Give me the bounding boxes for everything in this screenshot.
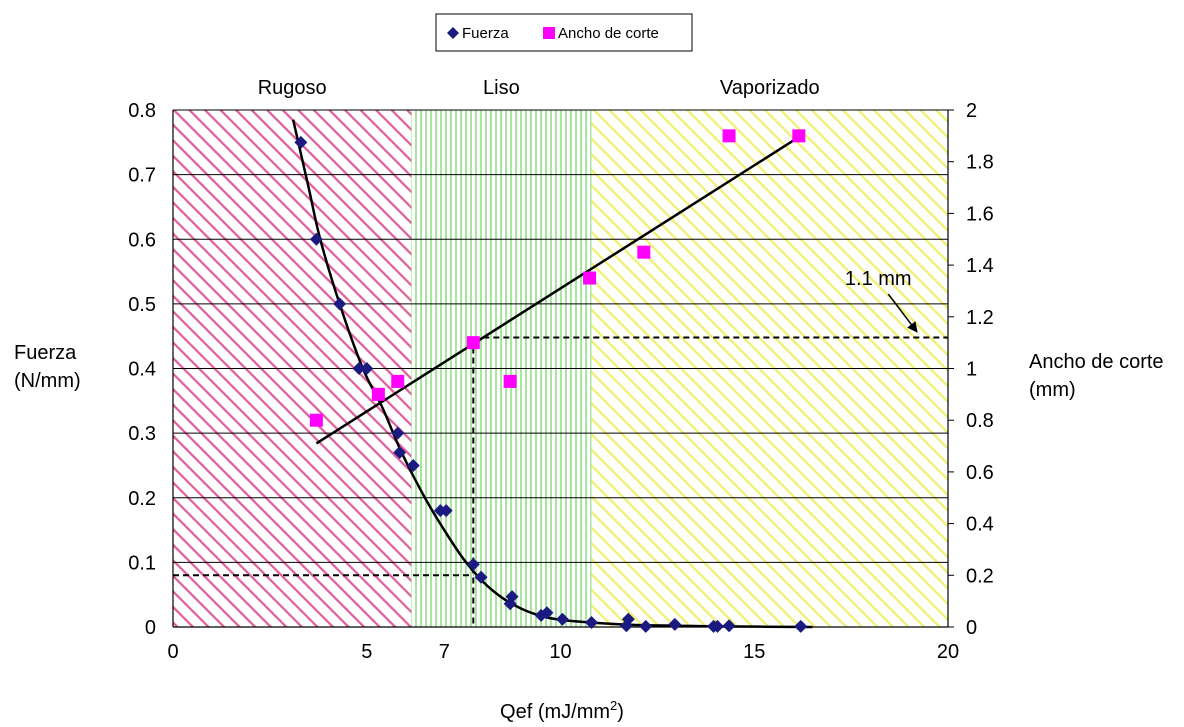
- reference-lines: [173, 336, 948, 627]
- ancho-de-corte-point: [371, 387, 385, 401]
- x-tick-label: 7: [439, 641, 450, 663]
- region-label-liso: Liso: [483, 77, 520, 99]
- y-left-tick-label: 0.7: [128, 165, 156, 187]
- y-right-tick-label: 1: [966, 359, 977, 381]
- x-tick-label: 20: [937, 641, 959, 663]
- y-left-tick-label: 0: [145, 617, 156, 639]
- fuerza-point: [309, 232, 323, 246]
- fuerza-point: [505, 590, 519, 604]
- annotation-arrow: [887, 293, 918, 333]
- legend-label-ancho-de-corte: Ancho de corte: [558, 25, 659, 42]
- legend-fuerza-icon: [447, 27, 459, 39]
- y-axis-left-label-line-1: Fuerza: [14, 342, 77, 364]
- fuerza-point: [294, 135, 308, 149]
- ancho-de-corte-point: [792, 129, 806, 143]
- ancho-de-corte-point: [583, 271, 597, 285]
- x-axis-label: Qef (mJ/mm2): [500, 698, 624, 723]
- y-right-tick-label: 0.2: [966, 565, 994, 587]
- fuerza-point: [639, 619, 653, 633]
- fuerza-point: [406, 458, 420, 472]
- x-axis-label-close: ): [617, 701, 624, 723]
- fuerza-point: [391, 426, 405, 440]
- y-right-tick-label: 0.4: [966, 514, 994, 536]
- y-right-tick-label: 0: [966, 617, 977, 639]
- fuerza-point: [352, 362, 366, 375]
- fuerza-point: [585, 615, 598, 629]
- ancho-de-corte-point: [309, 413, 323, 427]
- fuerza-point: [360, 362, 374, 375]
- region-label-vaporizado: Vaporizado: [720, 77, 820, 99]
- y-right-tick-label: 1.2: [966, 307, 994, 329]
- fuerza-point: [333, 297, 347, 311]
- legend-box: [435, 13, 693, 52]
- ancho-de-corte-point: [391, 374, 405, 388]
- y-axis-right-label-line-1: Ancho de corte: [1029, 351, 1164, 373]
- fuerza-point: [439, 504, 453, 518]
- legend: Fuerza Ancho de corte: [435, 13, 693, 52]
- gridlines: [173, 109, 948, 563]
- y-left-tick-label: 0.5: [128, 294, 156, 316]
- y-right-tick-label: 1.8: [966, 152, 994, 174]
- axis-text: 0 5 7 10 15 20 0 0.1 0.2 0.3 0.4 0.5 0.6 0.7 0.8 0 0.2 0.…: [128, 100, 994, 663]
- y-right-tick-label: 0.6: [966, 462, 994, 484]
- ancho-de-corte-point: [503, 374, 517, 388]
- ancho-de-corte-point: [637, 245, 651, 259]
- ancho-trend-line: [315, 134, 802, 445]
- fuerza-point: [722, 619, 736, 633]
- fuerza-point: [794, 619, 808, 633]
- y-left-tick-label: 0.4: [128, 359, 156, 381]
- annotation: 1.1 mm: [845, 268, 918, 333]
- y-axis-right-label-line-2: (mm): [1029, 379, 1076, 401]
- fuerza-point: [393, 446, 407, 460]
- y-right-tick-label: 1.4: [966, 255, 994, 277]
- fuerza-point: [466, 557, 480, 571]
- y-axis-left-label-line-2: (N/mm): [14, 370, 81, 392]
- y-left-tick-label: 0.8: [128, 100, 156, 122]
- y-left-tick-label: 0.6: [128, 229, 156, 251]
- x-tick-label: 0: [167, 641, 178, 663]
- fuerza-point: [540, 606, 554, 620]
- x-tick-label: 10: [549, 641, 571, 663]
- y-right-tick-label: 2: [966, 100, 977, 122]
- fuerza-point: [474, 570, 488, 584]
- x-axis-label-superscript: 2: [610, 698, 617, 713]
- fuerza-point: [621, 612, 635, 626]
- data-markers: [294, 129, 808, 633]
- y-left-tick-label: 0.1: [128, 552, 156, 574]
- y-right-tick-label: 0.8: [966, 410, 994, 432]
- x-tick-label: 15: [743, 641, 765, 663]
- ancho-de-corte-point: [722, 129, 736, 143]
- fuerza-point: [710, 619, 724, 633]
- fuerza-point: [668, 617, 682, 631]
- fuerza-point: [555, 612, 569, 626]
- x-tick-label: 5: [361, 641, 372, 663]
- y-right-tick-label: 1.6: [966, 203, 994, 225]
- y-left-tick-label: 0.3: [128, 423, 156, 445]
- region-label-rugoso: Rugoso: [258, 77, 327, 99]
- x-axis-label-main: Qef (mJ/mm: [500, 701, 610, 723]
- y-left-tick-label: 0.2: [128, 488, 156, 510]
- ancho-de-corte-point: [466, 336, 480, 350]
- legend-ancho-icon: [543, 27, 555, 39]
- legend-label-fuerza: Fuerza: [462, 25, 509, 42]
- annotation-label: 1.1 mm: [845, 268, 912, 290]
- shaded-regions: Rugoso Liso Vaporizado: [173, 77, 948, 627]
